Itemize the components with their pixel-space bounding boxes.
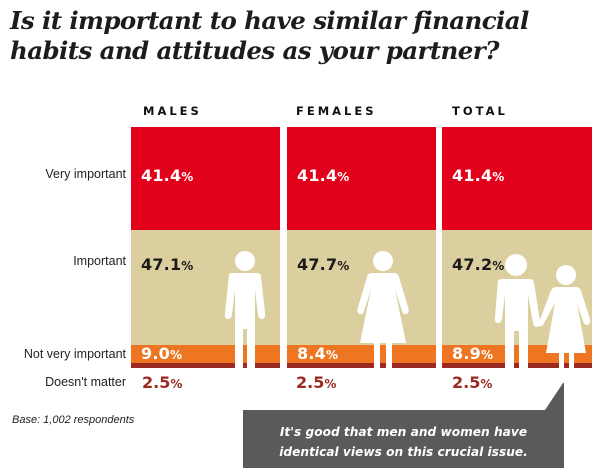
value-important: 47.1% [141, 255, 194, 274]
value-not-very-important: 9.0% [141, 344, 183, 363]
band-doesnt-matter [442, 363, 592, 368]
band-important: 47.7% [287, 230, 436, 345]
callout-box [243, 383, 564, 468]
value-important: 47.2% [452, 255, 505, 274]
woman-icon [357, 251, 409, 368]
value-not-very-important: 8.9% [452, 344, 494, 363]
value-doesnt-matter-females: 2.5% [296, 373, 337, 392]
row-label-important: Important [73, 254, 126, 268]
value-very-important: 41.4% [141, 166, 194, 185]
panel-females: 41.4% 47.7% 8.4% [287, 127, 436, 368]
value-very-important: 41.4% [297, 166, 350, 185]
chart-title-line-2: habits and attitudes as your partner? [10, 36, 499, 65]
band-doesnt-matter [287, 363, 436, 368]
band-doesnt-matter [131, 363, 280, 368]
band-not-very-important: 8.4% [287, 344, 436, 363]
man-icon [224, 251, 266, 368]
callout-line-1: It's good that men and women have [279, 425, 528, 439]
column-header-females: FEMALES [296, 104, 377, 118]
value-doesnt-matter-total: 2.5% [452, 373, 493, 392]
band-very-important: 41.4% [131, 127, 280, 230]
callout-text: It's good that men and women have identi… [243, 422, 564, 462]
value-very-important: 41.4% [452, 166, 505, 185]
column-header-total: TOTAL [452, 104, 508, 118]
callout-line-2: identical views on this crucial issue. [279, 445, 528, 459]
row-label-not-very-important: Not very important [23, 347, 126, 361]
value-doesnt-matter-males: 2.5% [142, 373, 183, 392]
row-label-doesnt-matter: Doesn't matter [45, 375, 126, 389]
row-label-very-important: Very important [45, 167, 126, 181]
panel-total: 41.4% 47.2% 8.9% [442, 127, 592, 368]
chart-title-line-1: Is it important to have similar financia… [10, 6, 529, 35]
panel-males: 41.4% 47.1% 9.0% [131, 127, 280, 368]
column-header-males: MALES [143, 104, 202, 118]
value-not-very-important: 8.4% [297, 344, 339, 363]
band-very-important: 41.4% [287, 127, 436, 230]
base-note: Base: 1,002 respondents [12, 414, 135, 426]
chart-title: Is it important to have similar financia… [10, 6, 600, 66]
band-very-important: 41.4% [442, 127, 592, 230]
value-important: 47.7% [297, 255, 350, 274]
couple-icon [494, 254, 591, 368]
